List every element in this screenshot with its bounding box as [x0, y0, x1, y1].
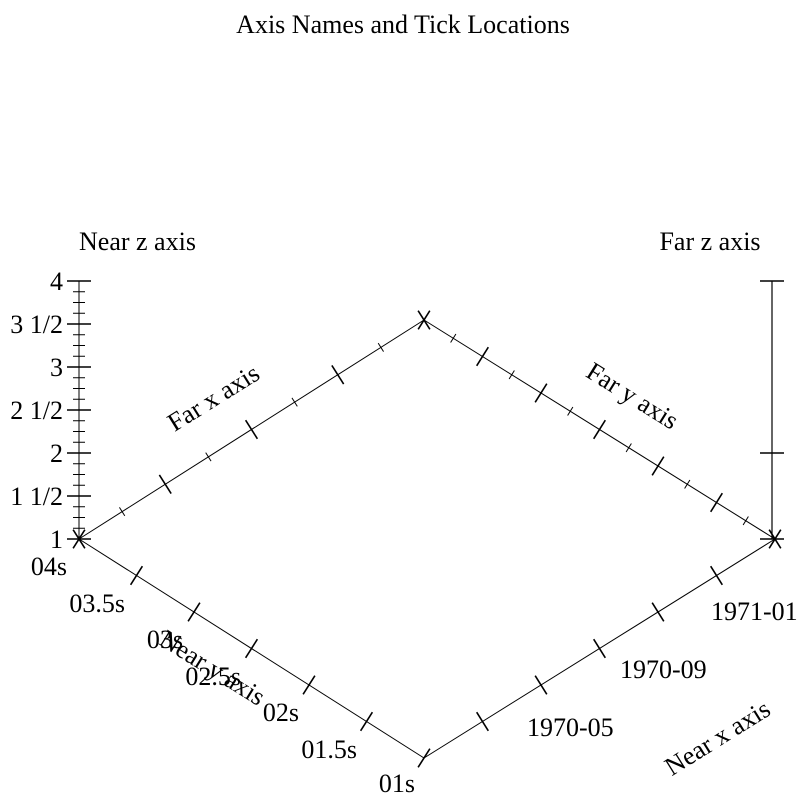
z-tick-label: 1: [50, 525, 63, 554]
y-tick-mark: [417, 748, 431, 768]
far-x-tick-mark: [158, 474, 172, 494]
far-y-axis-label: Far y axis: [581, 356, 683, 435]
x-tick-mark: [651, 602, 665, 622]
far-y-tick-mark: [508, 370, 515, 380]
y-tick-mark: [359, 711, 374, 732]
far-y-tick-mark: [475, 346, 490, 367]
far-y-tick-mark: [450, 333, 457, 343]
y-tick-label: 01.5s: [301, 735, 357, 764]
far-x-tick-mark: [331, 365, 345, 385]
far-z-axis-label: Far z axis: [659, 227, 760, 256]
far-x-tick-mark: [244, 419, 259, 440]
z-tick-label: 4: [50, 267, 63, 296]
tick-marks: [67, 280, 784, 768]
y-tick-label: 02s: [263, 698, 299, 727]
z-tick-label: 2: [50, 439, 63, 468]
far-y-tick-mark: [567, 406, 574, 416]
z-tick-label: 3: [50, 353, 63, 382]
far-y-tick-mark: [684, 479, 691, 489]
y-tick-label: 03.5s: [69, 589, 125, 618]
x-tick-mark: [709, 565, 724, 586]
far-x-tick-mark: [205, 452, 212, 462]
far-y-tick-mark: [768, 529, 782, 549]
y-tick-label: 04s: [31, 552, 67, 581]
far-y-tick-mark: [709, 492, 724, 513]
y-tick-mark: [187, 602, 201, 622]
far-x-tick-mark: [119, 507, 126, 517]
y-tick-mark: [244, 638, 259, 659]
far-y-tick-mark: [625, 443, 632, 453]
x-tick-mark: [534, 675, 548, 695]
z-tick-label: 1 1/2: [10, 482, 63, 511]
x-tick-mark: [592, 638, 607, 659]
far-x-tick-mark: [291, 397, 298, 407]
y-tick-mark: [302, 675, 316, 695]
x-tick-mark: [475, 711, 490, 732]
far-y-tick-mark: [417, 310, 431, 330]
y-tick-label: 02.5s: [185, 662, 241, 691]
z-tick-label: 2 1/2: [10, 396, 63, 425]
far-y-tick-mark: [534, 383, 548, 403]
y-tick-label: 03s: [147, 625, 183, 654]
y-tick-mark: [129, 565, 144, 586]
far-y-tick-mark: [742, 516, 749, 526]
x-tick-label: 1970-05: [527, 713, 614, 742]
far-x-tick-mark: [377, 342, 384, 352]
near-x-axis-label: Near x axis: [660, 694, 776, 781]
x-tick-label: 1971-01: [711, 597, 798, 626]
far-y-tick-mark: [592, 419, 607, 440]
x-tick-label: 1970-09: [620, 655, 707, 684]
far-x-tick-mark: [72, 529, 86, 549]
chart-title: Axis Names and Tick Locations: [236, 10, 570, 39]
near-z-axis-label: Near z axis: [79, 227, 196, 256]
y-tick-label: 01s: [379, 769, 415, 798]
z-tick-label: 3 1/2: [10, 310, 63, 339]
far-y-tick-mark: [651, 456, 665, 476]
